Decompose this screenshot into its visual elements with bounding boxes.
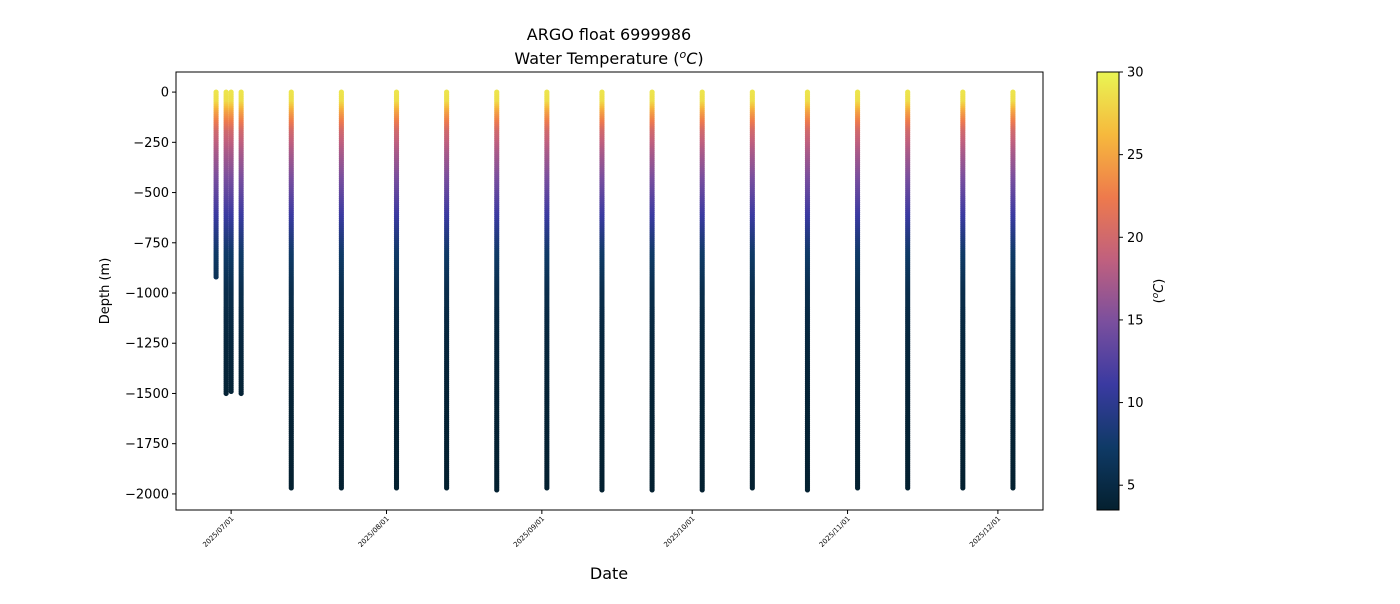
y-axis: 0 −250 −500 −750 −1000 −1250 −1500 −1750 −2000 (125, 86, 176, 502)
plot-area (213, 89, 1016, 493)
profile-point (599, 487, 605, 493)
profile-point (960, 485, 966, 491)
x-tick-label: 2025/11/01 (818, 515, 852, 549)
y-tick-label: −1500 (125, 387, 169, 402)
profile-point (213, 274, 219, 280)
x-axis-label: Date (590, 564, 628, 583)
x-tick-label: 2025/09/01 (512, 515, 546, 549)
colorbar-label: (oC) (1151, 279, 1167, 304)
y-tick-label: 0 (161, 86, 169, 101)
profile-point (228, 388, 234, 395)
x-tick-label: 2025/10/01 (662, 515, 696, 549)
profile-point (1010, 485, 1016, 491)
profile-point (749, 485, 755, 491)
x-tick-label: 2025/08/01 (357, 515, 391, 549)
y-tick-label: −1000 (125, 287, 169, 302)
y-tick-label: −2000 (125, 487, 169, 502)
y-axis-label: Depth (m) (98, 258, 113, 325)
chart-subtitle: Water Temperature (oC) (514, 48, 703, 68)
profile-2025-09-13 (599, 89, 605, 493)
profile-2025-08-13 (444, 89, 450, 491)
colorbar-tick-label: 5 (1127, 479, 1135, 494)
profile-2025-07-23 (338, 89, 344, 491)
profile-2025-09-02 (544, 89, 550, 491)
profile-point (544, 485, 550, 491)
colorbar-tick-label: 30 (1127, 66, 1144, 81)
y-tick-label: −1250 (125, 337, 169, 352)
profile-2025-12-04 (1010, 89, 1016, 491)
profile-2025-06-30 (223, 89, 229, 397)
colorbar-tick-label: 20 (1127, 231, 1144, 246)
y-tick-label: −500 (133, 186, 169, 201)
profile-point (905, 485, 911, 491)
profile-point (223, 390, 229, 397)
y-tick-label: −1750 (125, 437, 169, 452)
x-tick-label: 2025/07/01 (201, 515, 235, 549)
colorbar-tick-label: 25 (1127, 148, 1144, 163)
profile-2025-11-03 (854, 89, 861, 491)
y-tick-label: −750 (133, 236, 169, 251)
profile-2025-07-01 (228, 89, 234, 395)
profile-point (699, 487, 705, 493)
profile-2025-06-28 (213, 89, 219, 280)
profile-2025-09-23 (649, 89, 655, 493)
profile-point (238, 390, 244, 397)
colorbar-axis: 5 10 15 20 25 30 (1119, 66, 1144, 494)
profile-point (804, 487, 811, 493)
plot-frame (175, 71, 1044, 511)
colorbar-tick-label: 10 (1127, 396, 1144, 411)
x-tick-label: 2025/12/01 (968, 515, 1002, 549)
profile-point (288, 485, 294, 491)
profile-point (393, 485, 400, 491)
profile-2025-10-03 (699, 89, 705, 493)
profile-2025-07-13 (288, 89, 294, 491)
x-axis: 2025/07/01 2025/08/01 2025/09/01 2025/10/01… (201, 510, 1002, 549)
chart-title: ARGO float 6999986 (527, 25, 691, 44)
profile-point (494, 487, 500, 493)
profile-point (649, 487, 655, 493)
profile-point (338, 485, 344, 491)
profile-2025-08-23 (494, 89, 500, 493)
profile-2025-10-13 (749, 89, 755, 491)
colorbar-tick-label: 15 (1127, 313, 1144, 328)
profile-2025-07-03 (238, 89, 244, 397)
profile-point (444, 485, 450, 491)
profile-2025-08-03 (393, 89, 400, 491)
y-tick-label: −250 (133, 136, 169, 151)
colorbar (1096, 71, 1120, 511)
profile-2025-10-24 (804, 89, 811, 493)
profile-2025-11-24 (960, 89, 966, 491)
profile-2025-11-13 (905, 89, 911, 491)
profile-point (854, 485, 861, 491)
